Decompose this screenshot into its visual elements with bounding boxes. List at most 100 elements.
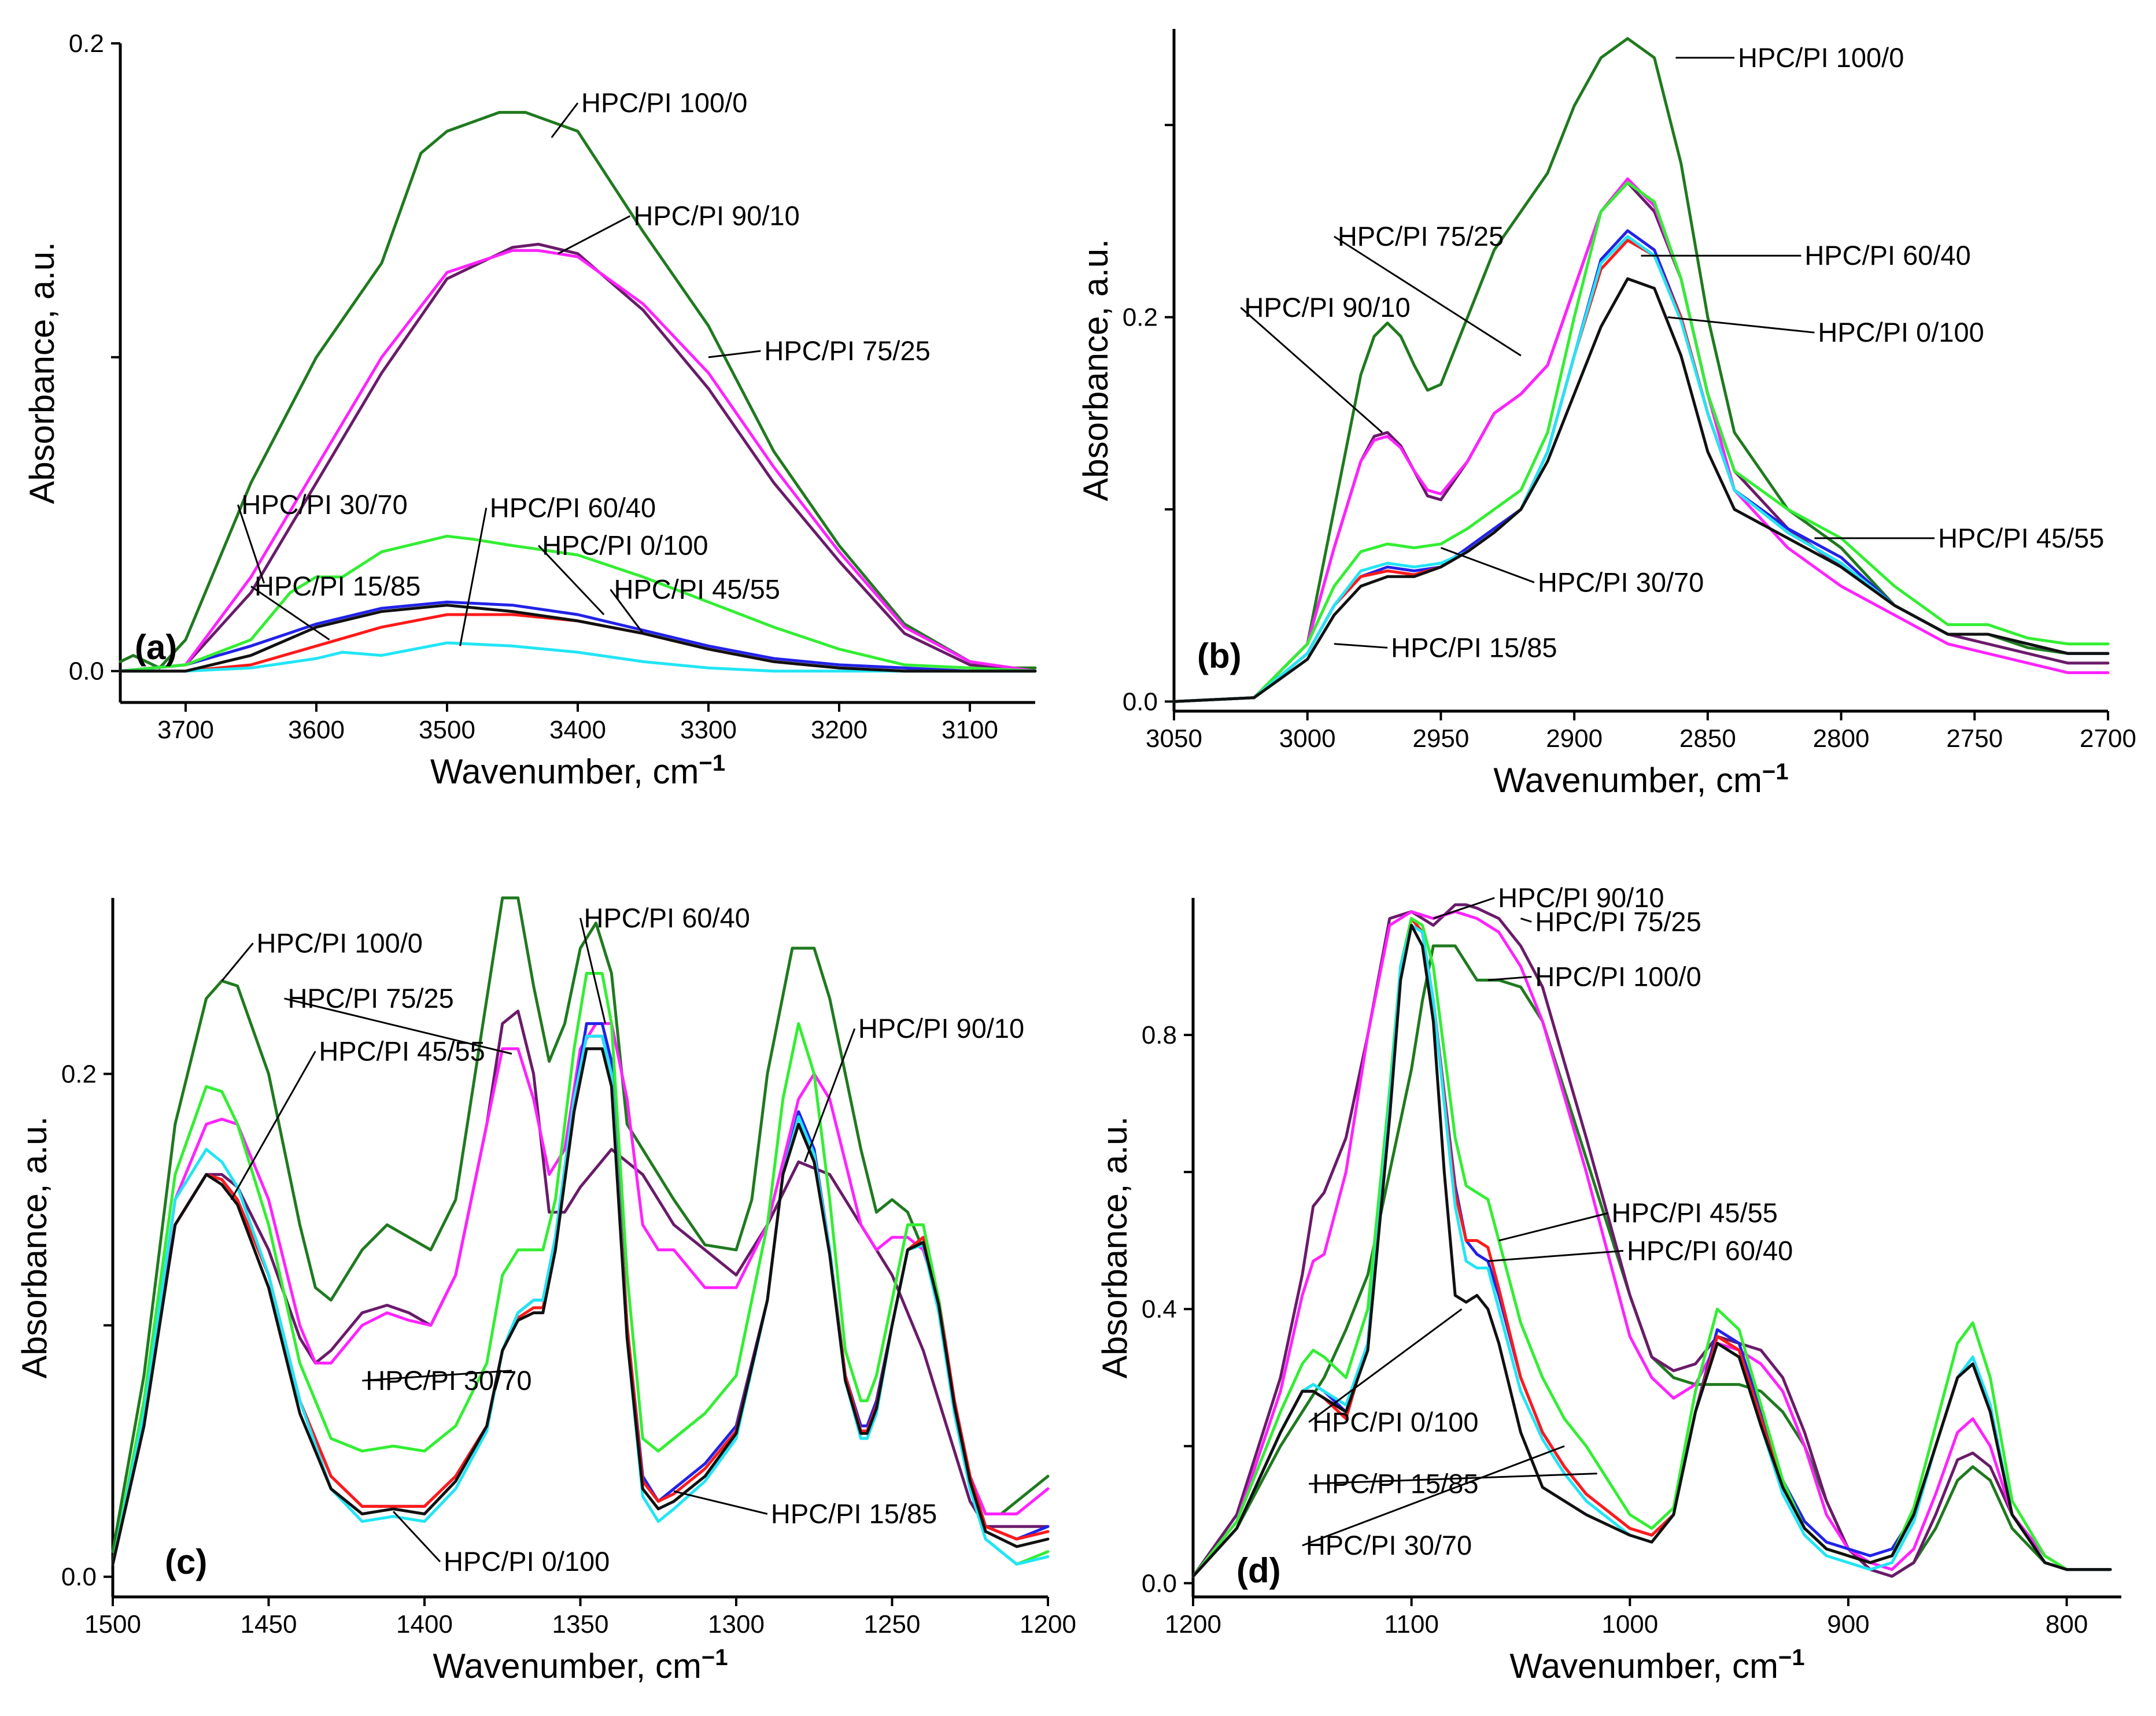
panel-b: 3050 3000 2950 2900 2850 2800 2750 2700 0.0 0.2 Wa… [1076, 29, 2136, 800]
y-axis-title: Absorbance, a.u. [15, 1116, 54, 1379]
x-tick-label: 2850 [1679, 724, 1736, 753]
annotation-hpc-pi-90-10: HPC/PI 90/10 [1244, 292, 1410, 323]
panel-label: (b) [1197, 637, 1242, 675]
annotation-leader [804, 1028, 856, 1163]
y-tick-label: 0.0 [61, 1563, 97, 1591]
annotation-leader [579, 918, 607, 1024]
x-tick-label: 1350 [552, 1610, 609, 1639]
series-hpc-pi-30-70 [111, 972, 1050, 1566]
annotation-leader [284, 997, 512, 1055]
annotation-leader [1498, 1212, 1608, 1242]
series-hpc-pi-15-85 [119, 641, 1037, 673]
annotation-hpc-pi-75-25: HPC/PI 75/25 [287, 983, 453, 1014]
y-axis-title: Absorbance, a.u. [1095, 1116, 1134, 1379]
series-hpc-pi-75-25 [1172, 177, 2110, 703]
series-hpc-pi-75-25 [1191, 910, 2112, 1578]
series-hpc-pi-100-0 [111, 896, 1050, 1554]
panel-c: 1500 1450 1400 1350 1300 1250 1200 0.0 0.2 Wavenu… [15, 896, 1076, 1685]
series-hpc-pi-75-25 [111, 1022, 1050, 1566]
x-tick-label: 1000 [1601, 1610, 1658, 1639]
annotation-hpc-pi-45-55: HPC/PI 45/55 [614, 574, 780, 605]
y-tick-label: 0.2 [69, 29, 104, 58]
x-tick-label: 3200 [811, 716, 867, 744]
annotation-leader [673, 1490, 768, 1515]
panel-label: (d) [1236, 1551, 1281, 1590]
series-hpc-pi-100-0 [119, 110, 1037, 670]
annotation-leader [362, 1370, 512, 1382]
x-tick-label: 1200 [1020, 1610, 1076, 1639]
x-tick-label: 3300 [680, 716, 737, 744]
x-tick-label: 2800 [1813, 724, 1870, 753]
x-axis-title: Wavenumber, cm−1 [430, 750, 725, 791]
annotation-leader [1334, 643, 1388, 649]
annotation-leader [1667, 316, 1815, 334]
annotation-hpc-pi-15-85: HPC/PI 15/85 [254, 571, 420, 601]
annotation-hpc-pi-100-0: HPC/PI 100/0 [257, 927, 423, 958]
x-tick-label: 2750 [1946, 724, 2003, 753]
annotation-hpc-pi-0-100: HPC/PI 0/100 [444, 1546, 610, 1577]
x-tick-label: 2700 [2080, 724, 2136, 753]
series-hpc-pi-15-85 [111, 1034, 1050, 1566]
panel-label: (c) [165, 1543, 207, 1581]
y-tick-label: 0.8 [1142, 1021, 1177, 1049]
x-tick-label: 2900 [1546, 724, 1603, 753]
annotation-hpc-pi-60-40: HPC/PI 60/40 [1804, 240, 1970, 271]
x-tick-label: 3600 [288, 716, 345, 744]
annotation-hpc-pi-0-100: HPC/PI 0/100 [542, 530, 708, 561]
series-hpc-pi-75-25 [119, 249, 1037, 673]
x-tick-label: 1450 [241, 1610, 297, 1639]
x-tick-label: 1250 [864, 1610, 921, 1639]
annotation-leader [1302, 1445, 1565, 1547]
series-hpc-pi-100-0 [1172, 37, 2110, 703]
series-hpc-pi-0-100 [1172, 277, 2110, 703]
series-hpc-pi-45-55 [111, 1034, 1050, 1566]
y-tick-label: 0.4 [1142, 1295, 1177, 1323]
series-hpc-pi-90-10 [111, 1009, 1050, 1566]
annotation-leader [538, 545, 605, 616]
x-tick-label: 3700 [157, 716, 214, 744]
annotation-hpc-pi-30-70: HPC/PI 30/70 [241, 489, 407, 520]
annotation-hpc-pi-45-55: HPC/PI 45/55 [1938, 523, 2104, 553]
annotation-leader [1308, 1308, 1463, 1423]
panel-a: 3700 3600 3500 3400 3300 3200 3100 0.0 0.2 Wavenu… [23, 29, 1037, 791]
x-tick-label: 3100 [942, 716, 998, 744]
annotation-leader [551, 102, 579, 138]
annotation-hpc-pi-90-10: HPC/PI 90/10 [858, 1013, 1024, 1044]
annotation-leader [1240, 306, 1383, 434]
x-tick-label: 1200 [1165, 1610, 1221, 1639]
annotation-hpc-pi-15-85: HPC/PI 15/85 [771, 1498, 937, 1529]
annotation-hpc-pi-100-0: HPC/PI 100/0 [581, 87, 747, 118]
series-hpc-pi-30-70 [1172, 181, 2110, 703]
x-axis-title: Wavenumber, cm−1 [1509, 1645, 1804, 1685]
series-hpc-pi-60-40 [119, 600, 1037, 673]
annotation-hpc-pi-75-25: HPC/PI 75/25 [764, 335, 930, 366]
x-tick-label: 3500 [419, 716, 475, 744]
series-hpc-pi-90-10 [1191, 903, 2112, 1578]
annotation-hpc-pi-60-40: HPC/PI 60/40 [584, 903, 750, 933]
annotation-hpc-pi-90-10: HPC/PI 90/10 [633, 201, 799, 231]
annotation-leader [1309, 1473, 1597, 1485]
x-tick-label: 3400 [549, 716, 606, 744]
annotation-leader [237, 504, 265, 584]
annotation-leader [1433, 897, 1495, 919]
annotation-hpc-pi-60-40: HPC/PI 60/40 [490, 492, 656, 523]
y-axis-title: Absorbance, a.u. [23, 242, 61, 504]
annotation-leader [250, 585, 330, 641]
panel-label: (a) [135, 628, 177, 667]
annotation-hpc-pi-30-70: HPC/PI 30/70 [366, 1365, 531, 1396]
x-tick-label: 1500 [84, 1610, 141, 1639]
annotation-hpc-pi-15-85: HPC/PI 15/85 [1312, 1468, 1478, 1499]
x-tick-label: 1400 [396, 1610, 453, 1639]
annotation-leader [1334, 235, 1522, 357]
annotation-leader [1487, 975, 1532, 981]
annotation-leader [393, 1511, 441, 1563]
annotation-hpc-pi-0-100: HPC/PI 0/100 [1818, 317, 1984, 347]
x-tick-label: 2950 [1412, 724, 1469, 753]
annotation-leader [221, 942, 254, 982]
annotation-leader [610, 589, 644, 634]
series-hpc-pi-0-100 [1191, 923, 2112, 1578]
y-tick-label: 0.0 [1142, 1569, 1177, 1597]
y-tick-label: 0.0 [1123, 687, 1158, 716]
y-tick-label: 0.2 [61, 1060, 97, 1088]
